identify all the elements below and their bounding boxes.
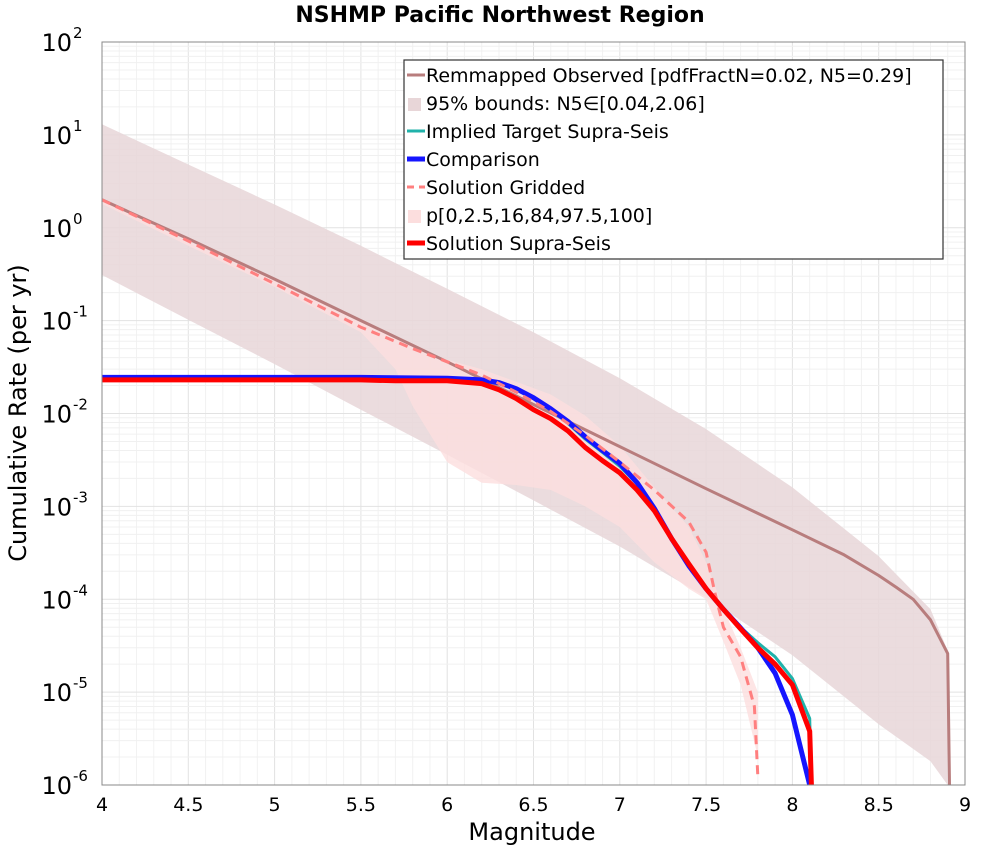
- x-tick-label: 5: [269, 794, 281, 816]
- legend: Remmapped Observed [pdfFractN=0.02, N5=0…: [403, 59, 944, 260]
- y-tick-exponent: -1: [73, 303, 88, 321]
- y-tick-label: 10: [41, 586, 72, 614]
- x-tick-label: 6: [441, 794, 453, 816]
- y-axis-label: Cumulative Rate (per yr): [4, 264, 32, 562]
- x-tick-label: 4: [96, 794, 108, 816]
- y-tick-exponent: -4: [73, 581, 88, 599]
- legend-label: Implied Target Supra-Seis: [426, 121, 669, 143]
- x-axis-ticks: 4 4.5 5 5.5 6 6.5 7 7.5 8 8.5 9: [96, 794, 971, 816]
- y-tick-label: 10: [41, 679, 72, 707]
- legend-label: Solution Gridded: [426, 177, 585, 199]
- y-tick-label: 10: [41, 772, 72, 800]
- x-tick-label: 6.5: [518, 794, 548, 816]
- y-tick-label: 10: [41, 29, 72, 57]
- chart-title: NSHMP Pacific Northwest Region: [295, 3, 704, 28]
- y-tick-label: 10: [41, 308, 72, 336]
- legend-label: Comparison: [426, 149, 540, 171]
- x-tick-label: 4.5: [173, 794, 203, 816]
- legend-label: Solution Supra-Seis: [426, 233, 611, 255]
- x-tick-label: 8.5: [864, 794, 894, 816]
- series-line-0: [101, 198, 951, 786]
- legend-swatch: [408, 210, 421, 223]
- series-line-3: [101, 198, 760, 778]
- y-tick-label: 10: [41, 401, 72, 429]
- y-tick-exponent: 2: [73, 24, 83, 42]
- y-tick-exponent: -3: [73, 488, 88, 506]
- legend-swatch: [408, 98, 421, 111]
- y-tick-exponent: -5: [73, 674, 88, 692]
- x-tick-label: 9: [959, 794, 971, 816]
- legend-label: 95% bounds: N5∈[0.04,2.06]: [426, 93, 705, 115]
- x-axis-label: Magnitude: [468, 818, 595, 846]
- y-tick-exponent: -6: [73, 767, 88, 785]
- x-tick-label: 7.5: [691, 794, 721, 816]
- plot-frame: [101, 41, 966, 786]
- x-tick-label: 7: [614, 794, 626, 816]
- legend-label: Remmapped Observed [pdfFractN=0.02, N5=0…: [426, 65, 912, 87]
- y-tick-label: 10: [41, 493, 72, 521]
- legend-label: p[0,2.5,16,84,97.5,100]: [426, 205, 652, 227]
- legend-box: [403, 59, 944, 260]
- y-tick-label: 10: [41, 215, 72, 243]
- y-tick-exponent: 1: [73, 117, 83, 135]
- series-line-4: [102, 377, 814, 786]
- x-tick-label: 8: [786, 794, 798, 816]
- data-series: [101, 198, 951, 786]
- x-tick-label: 5.5: [346, 794, 376, 816]
- y-tick-exponent: 0: [73, 210, 83, 228]
- y-tick-label: 10: [41, 122, 72, 150]
- y-tick-exponent: -2: [73, 396, 88, 414]
